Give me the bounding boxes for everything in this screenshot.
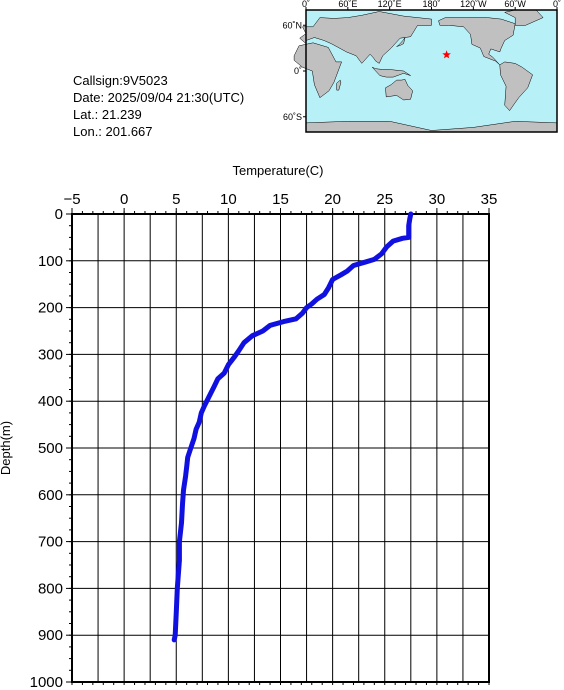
map-lon-label: 120˚E xyxy=(378,0,402,9)
map-lon-label: 120˚W xyxy=(460,0,487,9)
temperature-profile-line xyxy=(171,211,414,643)
station-marker-icon xyxy=(442,50,451,59)
y-tick-label: 200 xyxy=(38,300,63,317)
longitude-text: Lon.: 201.667 xyxy=(73,124,153,139)
y-tick-label: 500 xyxy=(38,440,63,457)
australia-landmass xyxy=(385,79,413,101)
y-tick-label: 0 xyxy=(55,206,63,223)
station-info: Callsign:9V5023 Date: 2025/09/04 21:30(U… xyxy=(73,72,244,140)
map-lon-label: 0˚ xyxy=(553,0,561,9)
y-tick-label: 700 xyxy=(38,534,63,551)
map-lon-label: 60˚W xyxy=(504,0,526,9)
japan-landmass xyxy=(396,37,406,47)
map-lat-label: 60˚N xyxy=(282,20,302,30)
latitude-text: Lat.: 21.239 xyxy=(73,107,142,122)
x-tick-label: 15 xyxy=(272,191,289,208)
x-tick-label: 30 xyxy=(429,191,446,208)
y-tick-label: 300 xyxy=(38,346,63,363)
y-axis-title: Depth(m) xyxy=(0,421,13,475)
map-lat-label: 60˚S xyxy=(283,112,302,122)
north-america-landmass xyxy=(438,17,516,66)
x-tick-label: 10 xyxy=(220,191,237,208)
x-tick-label: 25 xyxy=(376,191,393,208)
map-lon-label: 60˚E xyxy=(338,0,357,9)
x-tick-label: 20 xyxy=(324,191,341,208)
south-america-landmass xyxy=(499,61,533,111)
x-tick-label: −5 xyxy=(63,191,80,208)
madagascar-landmass xyxy=(336,79,342,91)
map-lat-label: 0˚ xyxy=(294,66,302,76)
x-tick-label: 0 xyxy=(120,191,128,208)
x-axis-title: Temperature(C) xyxy=(232,163,323,178)
x-tick-label: 5 xyxy=(172,191,180,208)
y-tick-label: 100 xyxy=(38,253,63,270)
x-tick-label: 35 xyxy=(481,191,498,208)
map-lon-label: 180˚ xyxy=(422,0,440,9)
y-tick-label: 600 xyxy=(38,487,63,504)
eurasia-landmass xyxy=(299,11,432,64)
indonesia-landmass xyxy=(372,66,411,78)
y-tick-label: 900 xyxy=(38,627,63,644)
y-tick-label: 1000 xyxy=(30,674,63,690)
callsign-text: Callsign:9V5023 xyxy=(73,73,168,88)
y-tick-label: 400 xyxy=(38,393,63,410)
map-lon-label: 0˚ xyxy=(302,0,310,9)
date-text: Date: 2025/09/04 21:30(UTC) xyxy=(73,90,245,105)
y-tick-label: 800 xyxy=(38,580,63,597)
